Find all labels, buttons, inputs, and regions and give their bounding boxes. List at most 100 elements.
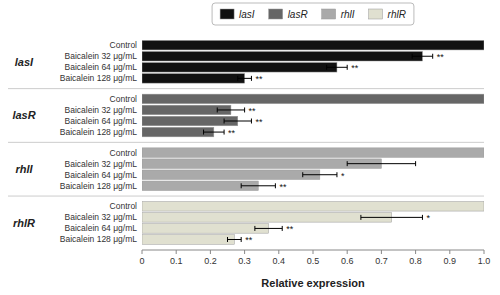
legend-label: lasR xyxy=(288,9,308,20)
group-separator xyxy=(8,142,484,143)
labels: lasIControlBaicalein 32 μg/mL**Baicalein… xyxy=(12,40,444,245)
error-line xyxy=(327,67,348,68)
legend-label: rhlI xyxy=(341,9,355,20)
error-bar xyxy=(347,161,415,166)
bar xyxy=(142,105,231,115)
error-cap xyxy=(415,161,416,166)
error-cap xyxy=(432,54,433,59)
error-bar xyxy=(327,65,348,70)
error-bar xyxy=(204,130,225,135)
category-label: Baicalein 64 μg/mL xyxy=(65,116,138,126)
x-tick-label: 0.8 xyxy=(409,256,422,266)
error-bar xyxy=(228,237,242,242)
bar xyxy=(142,170,320,180)
error-line xyxy=(241,185,275,186)
bar xyxy=(142,148,484,158)
x-tick-label: 0.9 xyxy=(444,256,457,266)
bar xyxy=(142,74,245,84)
x-tick-label: 1.0 xyxy=(478,256,491,266)
bar xyxy=(142,63,337,73)
bars xyxy=(142,40,484,244)
category-label: Baicalein 32 μg/mL xyxy=(65,159,138,169)
legend: lasIlasRrhlIrhlR xyxy=(212,3,414,25)
category-label: Baicalein 32 μg/mL xyxy=(65,51,138,61)
legend-label: lasI xyxy=(239,9,255,20)
bar xyxy=(142,202,484,212)
bar xyxy=(142,224,269,234)
chart-container: 00.10.20.30.40.50.60.70.80.91.0Relative … xyxy=(0,0,500,295)
category-label: Baicalein 128 μg/mL xyxy=(60,127,137,137)
category-label: Baicalein 64 μg/mL xyxy=(65,62,138,72)
error-cap xyxy=(302,172,303,177)
significance-label: * xyxy=(341,171,345,181)
error-cap xyxy=(237,76,238,81)
error-cap xyxy=(217,107,218,112)
error-line xyxy=(204,132,225,133)
error-cap xyxy=(224,119,225,124)
x-tick-label: 0.4 xyxy=(273,256,286,266)
category-label: Baicalein 128 μg/mL xyxy=(60,73,137,83)
category-label: Baicalein 32 μg/mL xyxy=(65,105,138,115)
x-tick xyxy=(381,250,382,254)
error-bar xyxy=(303,172,337,177)
error-line xyxy=(228,239,242,240)
x-tick xyxy=(176,250,177,254)
legend-swatch xyxy=(369,9,383,19)
bar xyxy=(142,159,381,169)
error-line xyxy=(303,174,337,175)
x-axis-line xyxy=(142,250,484,251)
error-cap xyxy=(227,237,228,242)
chart: 00.10.20.30.40.50.60.70.80.91.0Relative … xyxy=(0,0,500,295)
error-cap xyxy=(336,172,337,177)
category-label: Baicalein 128 μg/mL xyxy=(60,234,137,244)
legend-swatch xyxy=(220,9,234,19)
error-line xyxy=(361,217,423,218)
x-tick-label: 0.5 xyxy=(307,256,320,266)
error-line xyxy=(347,163,415,164)
significance-label: ** xyxy=(249,106,257,116)
x-axis: 00.10.20.30.40.50.60.70.80.91.0 xyxy=(139,250,490,266)
category-label: Baicalein 64 μg/mL xyxy=(65,223,138,233)
error-cap xyxy=(422,215,423,220)
group-label: lasR xyxy=(12,109,35,121)
group-separator xyxy=(8,88,484,89)
x-tick-label: 0.2 xyxy=(204,256,217,266)
error-line xyxy=(412,56,433,57)
x-tick xyxy=(278,250,279,254)
bar xyxy=(142,127,214,137)
error-cap xyxy=(241,237,242,242)
category-label: Control xyxy=(110,201,138,211)
legend-swatch xyxy=(322,9,336,19)
x-tick-label: 0.6 xyxy=(341,256,354,266)
group-separator xyxy=(8,196,484,197)
error-cap xyxy=(203,130,204,135)
error-cap xyxy=(360,215,361,220)
bar xyxy=(142,235,234,245)
error-cap xyxy=(224,130,225,135)
group-label: rhlR xyxy=(13,217,35,229)
error-cap xyxy=(254,226,255,231)
x-tick xyxy=(415,250,416,254)
x-tick xyxy=(142,250,143,254)
error-cap xyxy=(282,226,283,231)
x-tick xyxy=(347,250,348,254)
significance-label: ** xyxy=(286,224,294,234)
error-line xyxy=(217,109,244,110)
category-label: Baicalein 64 μg/mL xyxy=(65,170,138,180)
significance-label: * xyxy=(426,213,430,223)
error-cap xyxy=(241,183,242,188)
x-tick xyxy=(244,250,245,254)
bar xyxy=(142,116,238,126)
significance-label: ** xyxy=(279,182,287,192)
legend-swatch xyxy=(269,9,283,19)
significance-label: ** xyxy=(255,117,263,127)
x-tick-label: 0.7 xyxy=(375,256,388,266)
significance-label: ** xyxy=(437,52,445,62)
category-label: Baicalein 32 μg/mL xyxy=(65,212,138,222)
error-cap xyxy=(251,76,252,81)
error-cap xyxy=(251,119,252,124)
category-label: Baicalein 128 μg/mL xyxy=(60,181,137,191)
error-line xyxy=(224,121,251,122)
bar xyxy=(142,181,258,191)
x-tick xyxy=(449,250,450,254)
